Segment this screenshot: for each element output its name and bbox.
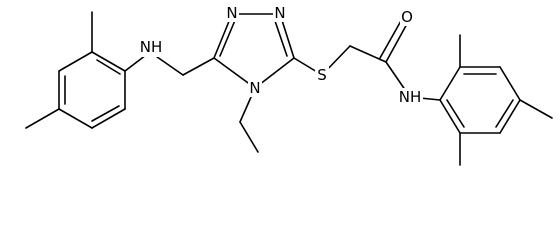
atom-label: NH xyxy=(399,88,422,106)
structure-diagram: NH N N N S O NH xyxy=(25,4,553,166)
atom-label: O xyxy=(401,8,413,26)
atom-label: N xyxy=(226,4,237,22)
bonds xyxy=(25,11,553,166)
atom-label: N xyxy=(249,79,260,97)
atom-label: NH xyxy=(140,38,163,56)
atom-label: N xyxy=(274,4,285,22)
atom-label: S xyxy=(317,66,327,84)
atom-labels: NH N N N S O NH xyxy=(138,4,423,106)
